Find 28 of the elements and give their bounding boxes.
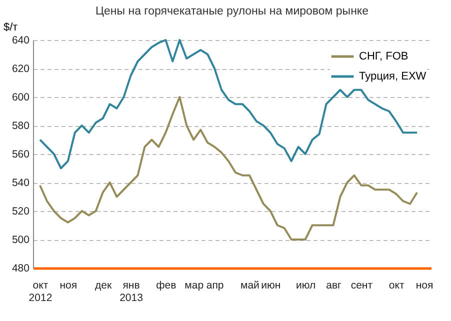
y-tick-label: 620 [12, 63, 30, 75]
chart-title: Цены на горячекатаные рулоны на мировом рынке [96, 6, 368, 18]
x-tick-label: фев [156, 280, 177, 292]
x-tick-label: янв 2013 [120, 280, 144, 304]
x-tick-label: апр [206, 280, 224, 292]
x-tick-label: мар [184, 280, 204, 292]
x-tick-label: авг [326, 280, 342, 292]
x-tick-label: май [240, 280, 260, 292]
x-tick-label: июн [261, 280, 281, 292]
y-axis-title: $/т [4, 22, 18, 34]
y-tick-label: 560 [12, 148, 30, 160]
x-tick-label: дек [95, 280, 112, 292]
legend-label: СНГ, FOB [359, 50, 408, 62]
y-tick-label: 520 [12, 206, 30, 218]
x-tick-label: июл [296, 280, 316, 292]
legend-label: Турция, EXW [359, 70, 427, 82]
x-tick-label: окт [388, 280, 404, 292]
x-tick-label: ноя [416, 280, 434, 292]
y-tick-label: 600 [12, 92, 30, 104]
y-tick-label: 500 [12, 234, 30, 246]
x-tick-label: сент [350, 280, 373, 292]
y-tick-label: 540 [12, 177, 30, 189]
x-tick-label: окт 2012 [28, 280, 52, 304]
x-tick-label: ноя [60, 280, 78, 292]
y-tick-label: 480 [12, 262, 30, 274]
y-tick-label: 580 [12, 120, 30, 132]
y-tick-label: 640 [12, 34, 30, 46]
line-series [38, 96, 418, 240]
